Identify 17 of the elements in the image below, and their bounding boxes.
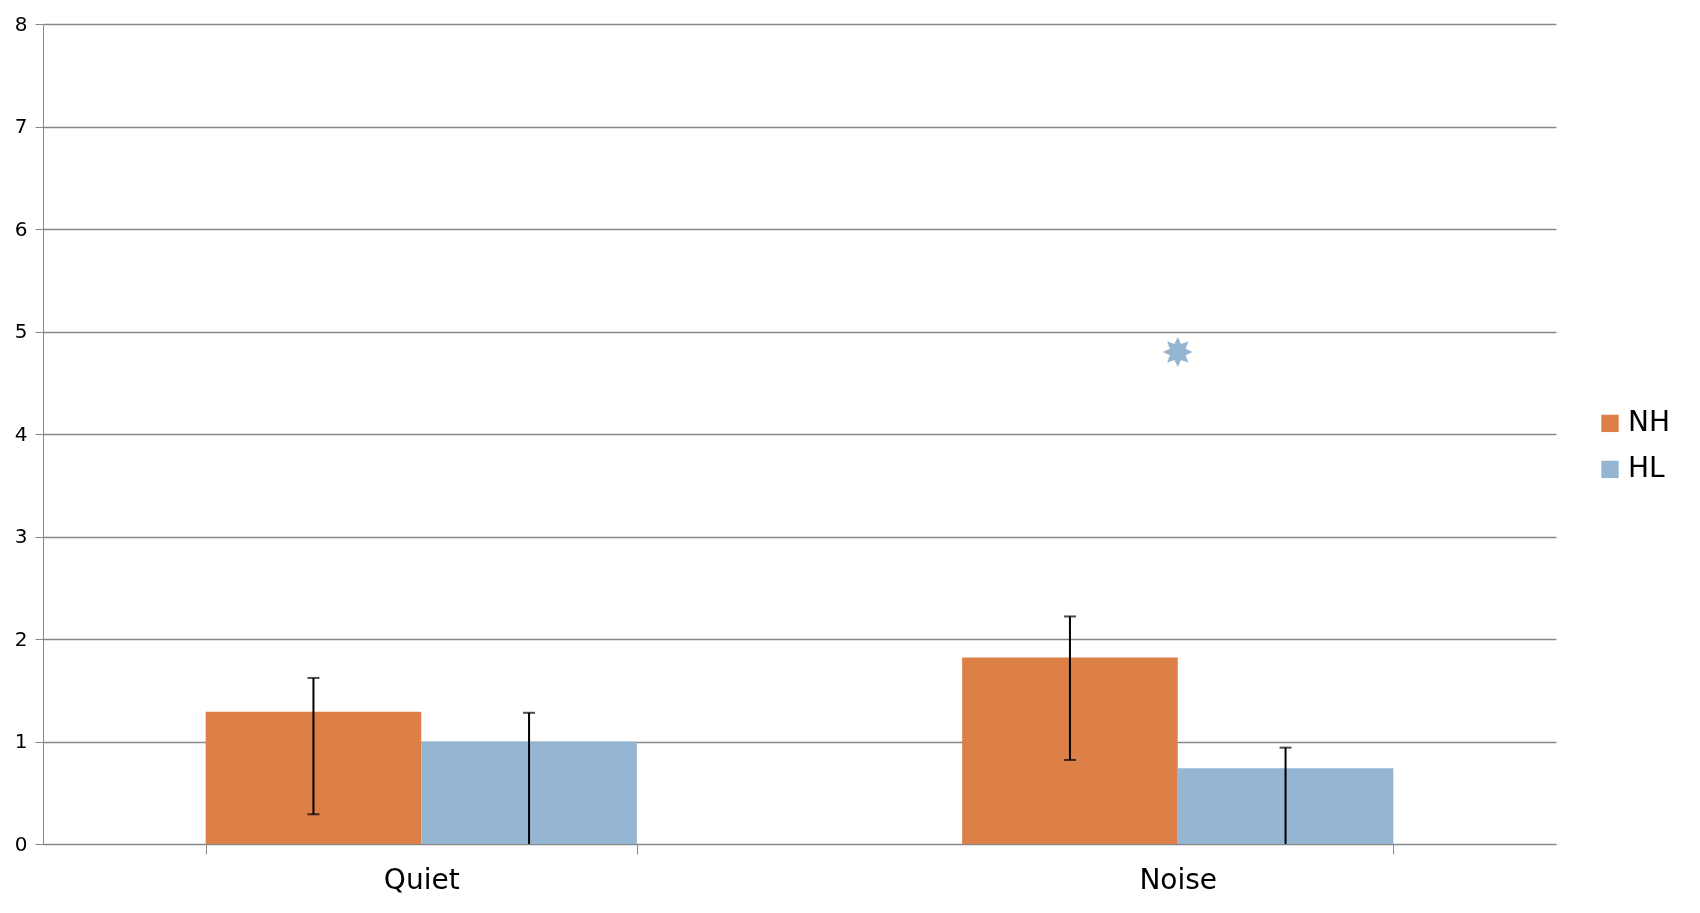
x-tick-label: Quiet <box>383 862 460 896</box>
y-tick-label: 1 <box>14 729 28 753</box>
y-tick-label: 5 <box>14 319 28 343</box>
y-tick-label: 4 <box>14 421 28 446</box>
x-tick-label: Noise <box>1139 862 1218 896</box>
y-tick-label: 6 <box>14 216 28 241</box>
legend-label: NH <box>1628 405 1670 439</box>
legend-label: HL <box>1628 451 1666 485</box>
y-tick-label: 8 <box>14 11 28 36</box>
y-tick-label: 3 <box>14 524 28 548</box>
bar <box>205 711 422 844</box>
y-tick-label: 7 <box>14 114 28 138</box>
bar <box>962 657 1178 844</box>
bar <box>1177 768 1394 844</box>
bar <box>421 741 637 844</box>
y-tick-label: 2 <box>14 626 28 651</box>
y-tick-label: 0 <box>14 831 28 856</box>
